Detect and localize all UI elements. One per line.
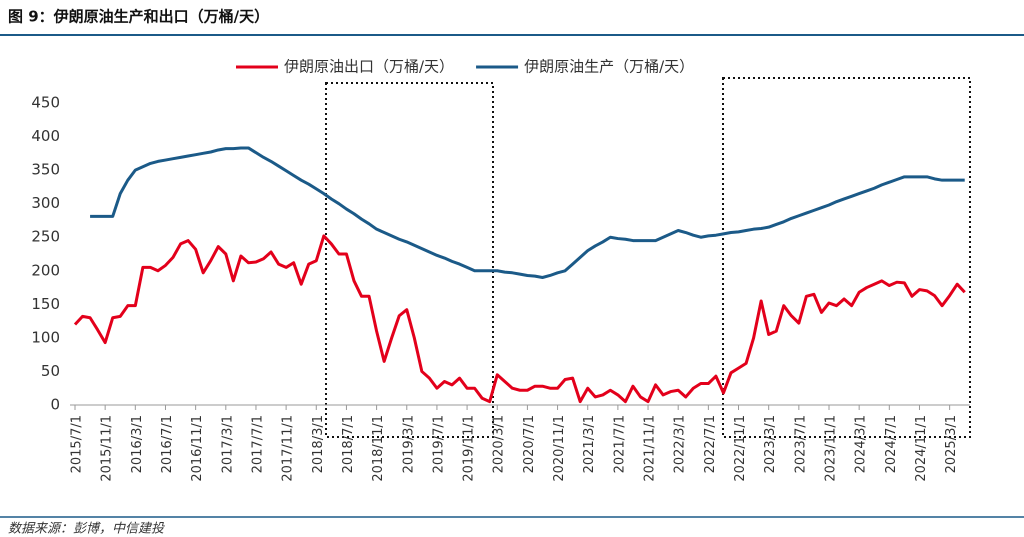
x-tick-label: 2019/11/1 xyxy=(462,415,477,482)
x-tick-label: 2017/3/1 xyxy=(220,415,235,473)
x-tick-label: 2016/7/1 xyxy=(160,415,175,473)
x-tick-label: 2015/7/1 xyxy=(70,415,85,473)
highlight-box xyxy=(325,82,494,438)
x-tick-label: 2015/11/1 xyxy=(100,415,115,482)
x-tick-label: 2020/11/1 xyxy=(552,415,567,482)
x-tick-label: 2019/7/1 xyxy=(431,415,446,473)
y-tick-label: 200 xyxy=(31,261,60,279)
x-tick-label: 2023/3/1 xyxy=(763,415,778,473)
x-tick-label: 2022/11/1 xyxy=(733,415,748,482)
x-tick-label: 2017/11/1 xyxy=(281,415,296,482)
x-tick-label: 2023/11/1 xyxy=(824,415,839,482)
x-tick-label: 2021/3/1 xyxy=(582,415,597,473)
x-tick-label: 2023/7/1 xyxy=(793,415,808,473)
x-tick-label: 2019/3/1 xyxy=(401,415,416,473)
x-tick-label: 2022/3/1 xyxy=(673,415,688,473)
series-line xyxy=(73,234,966,404)
legend-label: 伊朗原油生产（万桶/天） xyxy=(524,58,694,76)
chart-title: 图 9：伊朗原油生产和出口（万桶/天） xyxy=(8,8,269,26)
x-tick-label: 2018/3/1 xyxy=(311,415,326,473)
y-tick-label: 100 xyxy=(31,328,60,346)
x-tick-label: 2025/3/1 xyxy=(944,415,959,473)
y-tick-label: 0 xyxy=(50,396,60,414)
x-tick-label: 2020/7/1 xyxy=(522,415,537,473)
x-tick-label: 2018/11/1 xyxy=(371,415,386,482)
x-tick-label: 2016/3/1 xyxy=(130,415,145,473)
x-tick-label: 2021/7/1 xyxy=(612,415,627,473)
y-tick-label: 50 xyxy=(41,362,60,380)
series-line xyxy=(90,146,965,279)
y-tick-label: 350 xyxy=(31,161,60,179)
x-tick-label: 2020/3/1 xyxy=(492,415,507,473)
y-tick-label: 250 xyxy=(31,228,60,246)
y-tick-label: 400 xyxy=(31,127,60,145)
x-tick-label: 2024/7/1 xyxy=(884,415,899,473)
x-tick-label: 2016/11/1 xyxy=(190,415,205,482)
highlight-box xyxy=(722,77,971,438)
y-tick-label: 300 xyxy=(31,194,60,212)
source-note: 数据来源：彭博，中信建投 xyxy=(8,522,165,537)
x-tick-label: 2021/11/1 xyxy=(643,415,658,482)
y-tick-label: 150 xyxy=(31,295,60,313)
x-tick-label: 2022/7/1 xyxy=(703,415,718,473)
legend-label: 伊朗原油出口（万桶/天） xyxy=(284,58,454,76)
x-tick-label: 2017/7/1 xyxy=(250,415,265,473)
y-tick-label: 450 xyxy=(31,94,60,112)
x-tick-label: 2024/3/1 xyxy=(854,415,869,473)
x-tick-label: 2018/7/1 xyxy=(341,415,356,473)
x-tick-label: 2024/11/1 xyxy=(914,415,929,482)
